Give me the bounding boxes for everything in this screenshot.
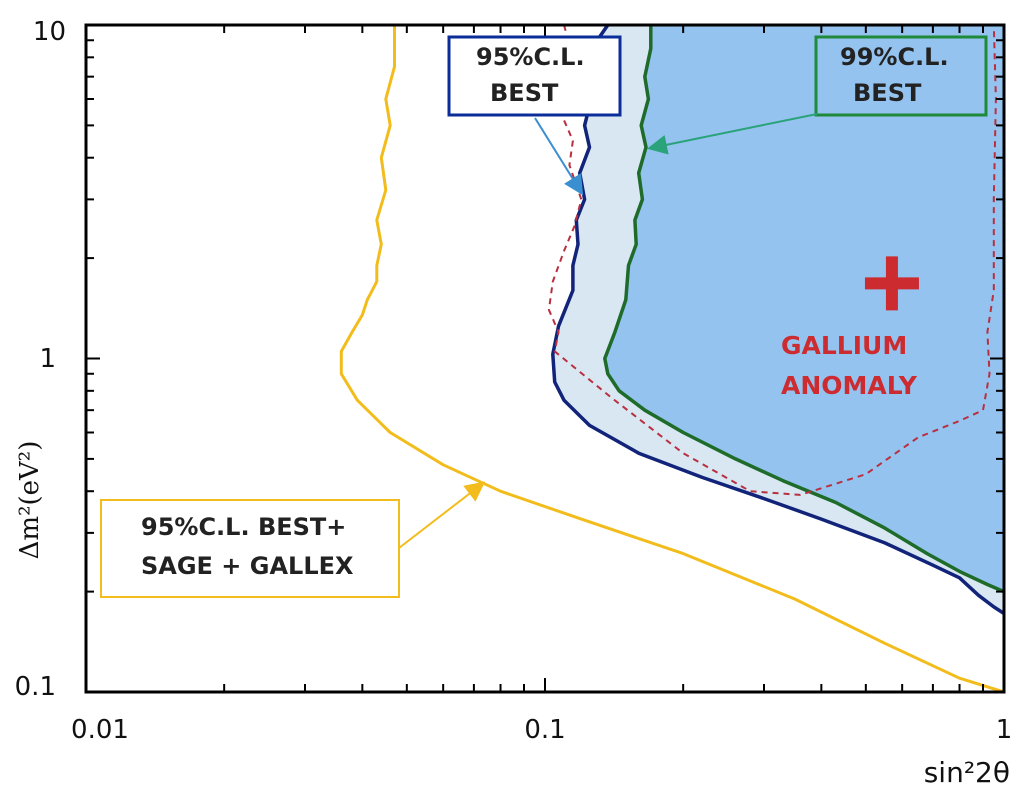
y-axis-label: Δm²(eV²) (15, 441, 45, 560)
anomaly-label-line2: ANOMALY (781, 371, 918, 400)
curve-95-best (551, 25, 1004, 615)
legend-99-line1: 99%C.L. (840, 43, 949, 71)
legend-combined-line1: 95%C.L. BEST+ (141, 513, 346, 541)
y-tick-label: 10 (33, 17, 66, 47)
x-tick-label: 0.01 (71, 715, 129, 745)
legend-combined-line2: SAGE + GALLEX (141, 552, 354, 580)
x-tick-label: 1 (996, 715, 1013, 745)
y-tick-label: 0.1 (15, 672, 56, 702)
legend-95-line2: BEST (490, 79, 559, 107)
legend-box-99 (814, 35, 988, 117)
legend-95-line1: 95%C.L. (476, 43, 585, 71)
region-99-fill (604, 25, 1004, 592)
legend-99-line2: BEST (853, 79, 922, 107)
legend-box-95 (447, 35, 622, 117)
arrow-95 (534, 117, 584, 196)
x-axis-label: sin²2θ (924, 756, 1010, 788)
x-tick-label: 0.1 (524, 715, 565, 745)
arrow-99 (647, 113, 818, 155)
curve-99-best (603, 25, 1004, 594)
y-tick-label: 1 (39, 344, 56, 374)
curve-95-combined (339, 25, 1004, 692)
anomaly-label-line1: GALLIUM (781, 331, 907, 360)
best-fit-plus-marker (864, 256, 919, 311)
legend-box-combined (100, 499, 400, 598)
arrow-combined (398, 481, 486, 549)
axis-ticks (85, 24, 1005, 693)
